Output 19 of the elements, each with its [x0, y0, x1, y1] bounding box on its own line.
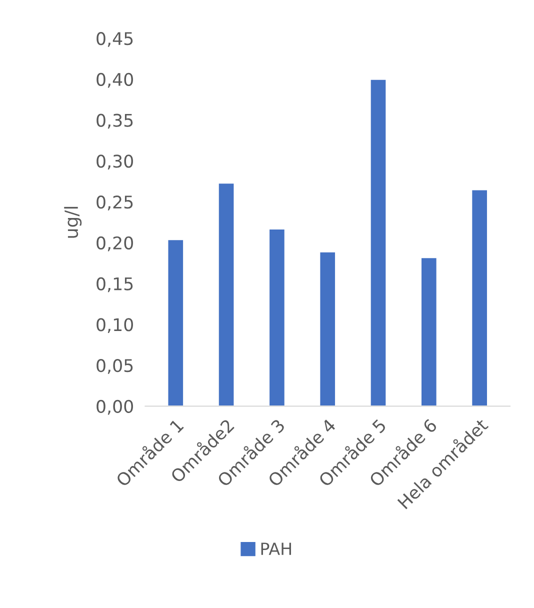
legend-label: PAH: [261, 542, 291, 555]
bar: [217, 182, 236, 406]
y-tick-label: 0,30: [96, 154, 133, 170]
bar: [470, 188, 488, 406]
bar: [268, 228, 286, 406]
y-tick-label: 0,20: [96, 236, 133, 252]
y-tick-label: 0,25: [96, 196, 133, 210]
y-tick-label: 0,05: [96, 358, 133, 374]
y-tick-label: 0,45: [96, 32, 133, 47]
bar: [318, 250, 336, 406]
y-tick-label: 0,10: [96, 318, 133, 334]
y-tick-label: 0,15: [96, 277, 133, 292]
bar: [166, 238, 184, 406]
y-tick-label: 0,00: [96, 400, 133, 415]
bar: [369, 78, 388, 406]
bar: [420, 256, 438, 406]
y-tick-label: 0,40: [96, 72, 133, 88]
y-axis-title: ug/l: [64, 206, 82, 238]
y-tick-label: 0,35: [96, 114, 133, 129]
